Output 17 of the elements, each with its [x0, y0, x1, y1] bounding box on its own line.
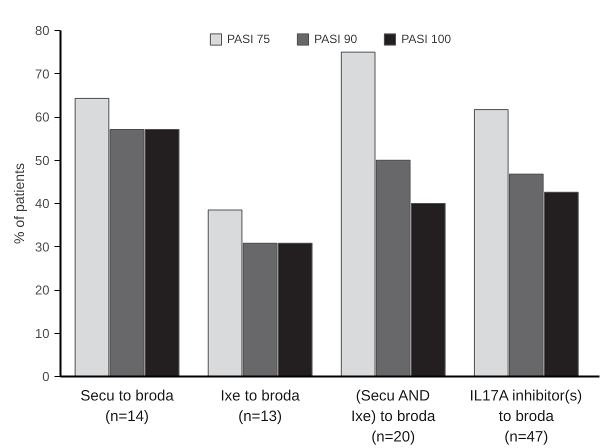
y-tick-label: 20: [35, 282, 50, 298]
y-tick-label: 40: [35, 196, 50, 211]
y-tick-label: 50: [35, 152, 50, 168]
legend-label: PASI 100: [401, 32, 452, 46]
y-tick-label: 70: [35, 66, 50, 82]
y-tick-label: 0: [42, 369, 50, 384]
legend-label: PASI 75: [226, 32, 270, 46]
x-tick-label: Ixe to broda (n=13): [220, 388, 300, 425]
x-tick-label: Secu to broda (n=14): [80, 388, 174, 425]
x-tick-label: (Secu AND Ixe) to broda (n=20): [351, 388, 436, 446]
y-axis-title: % of patients: [11, 163, 28, 244]
y-tick-label: 30: [35, 239, 50, 254]
y-tick-label: 60: [35, 110, 50, 124]
y-tick-label: 10: [35, 326, 50, 341]
x-tick-label: IL17A inhibitor(s) to broda (n=47): [470, 388, 582, 446]
legend-label: PASI 90: [314, 32, 358, 46]
y-tick-label: 80: [35, 23, 50, 38]
